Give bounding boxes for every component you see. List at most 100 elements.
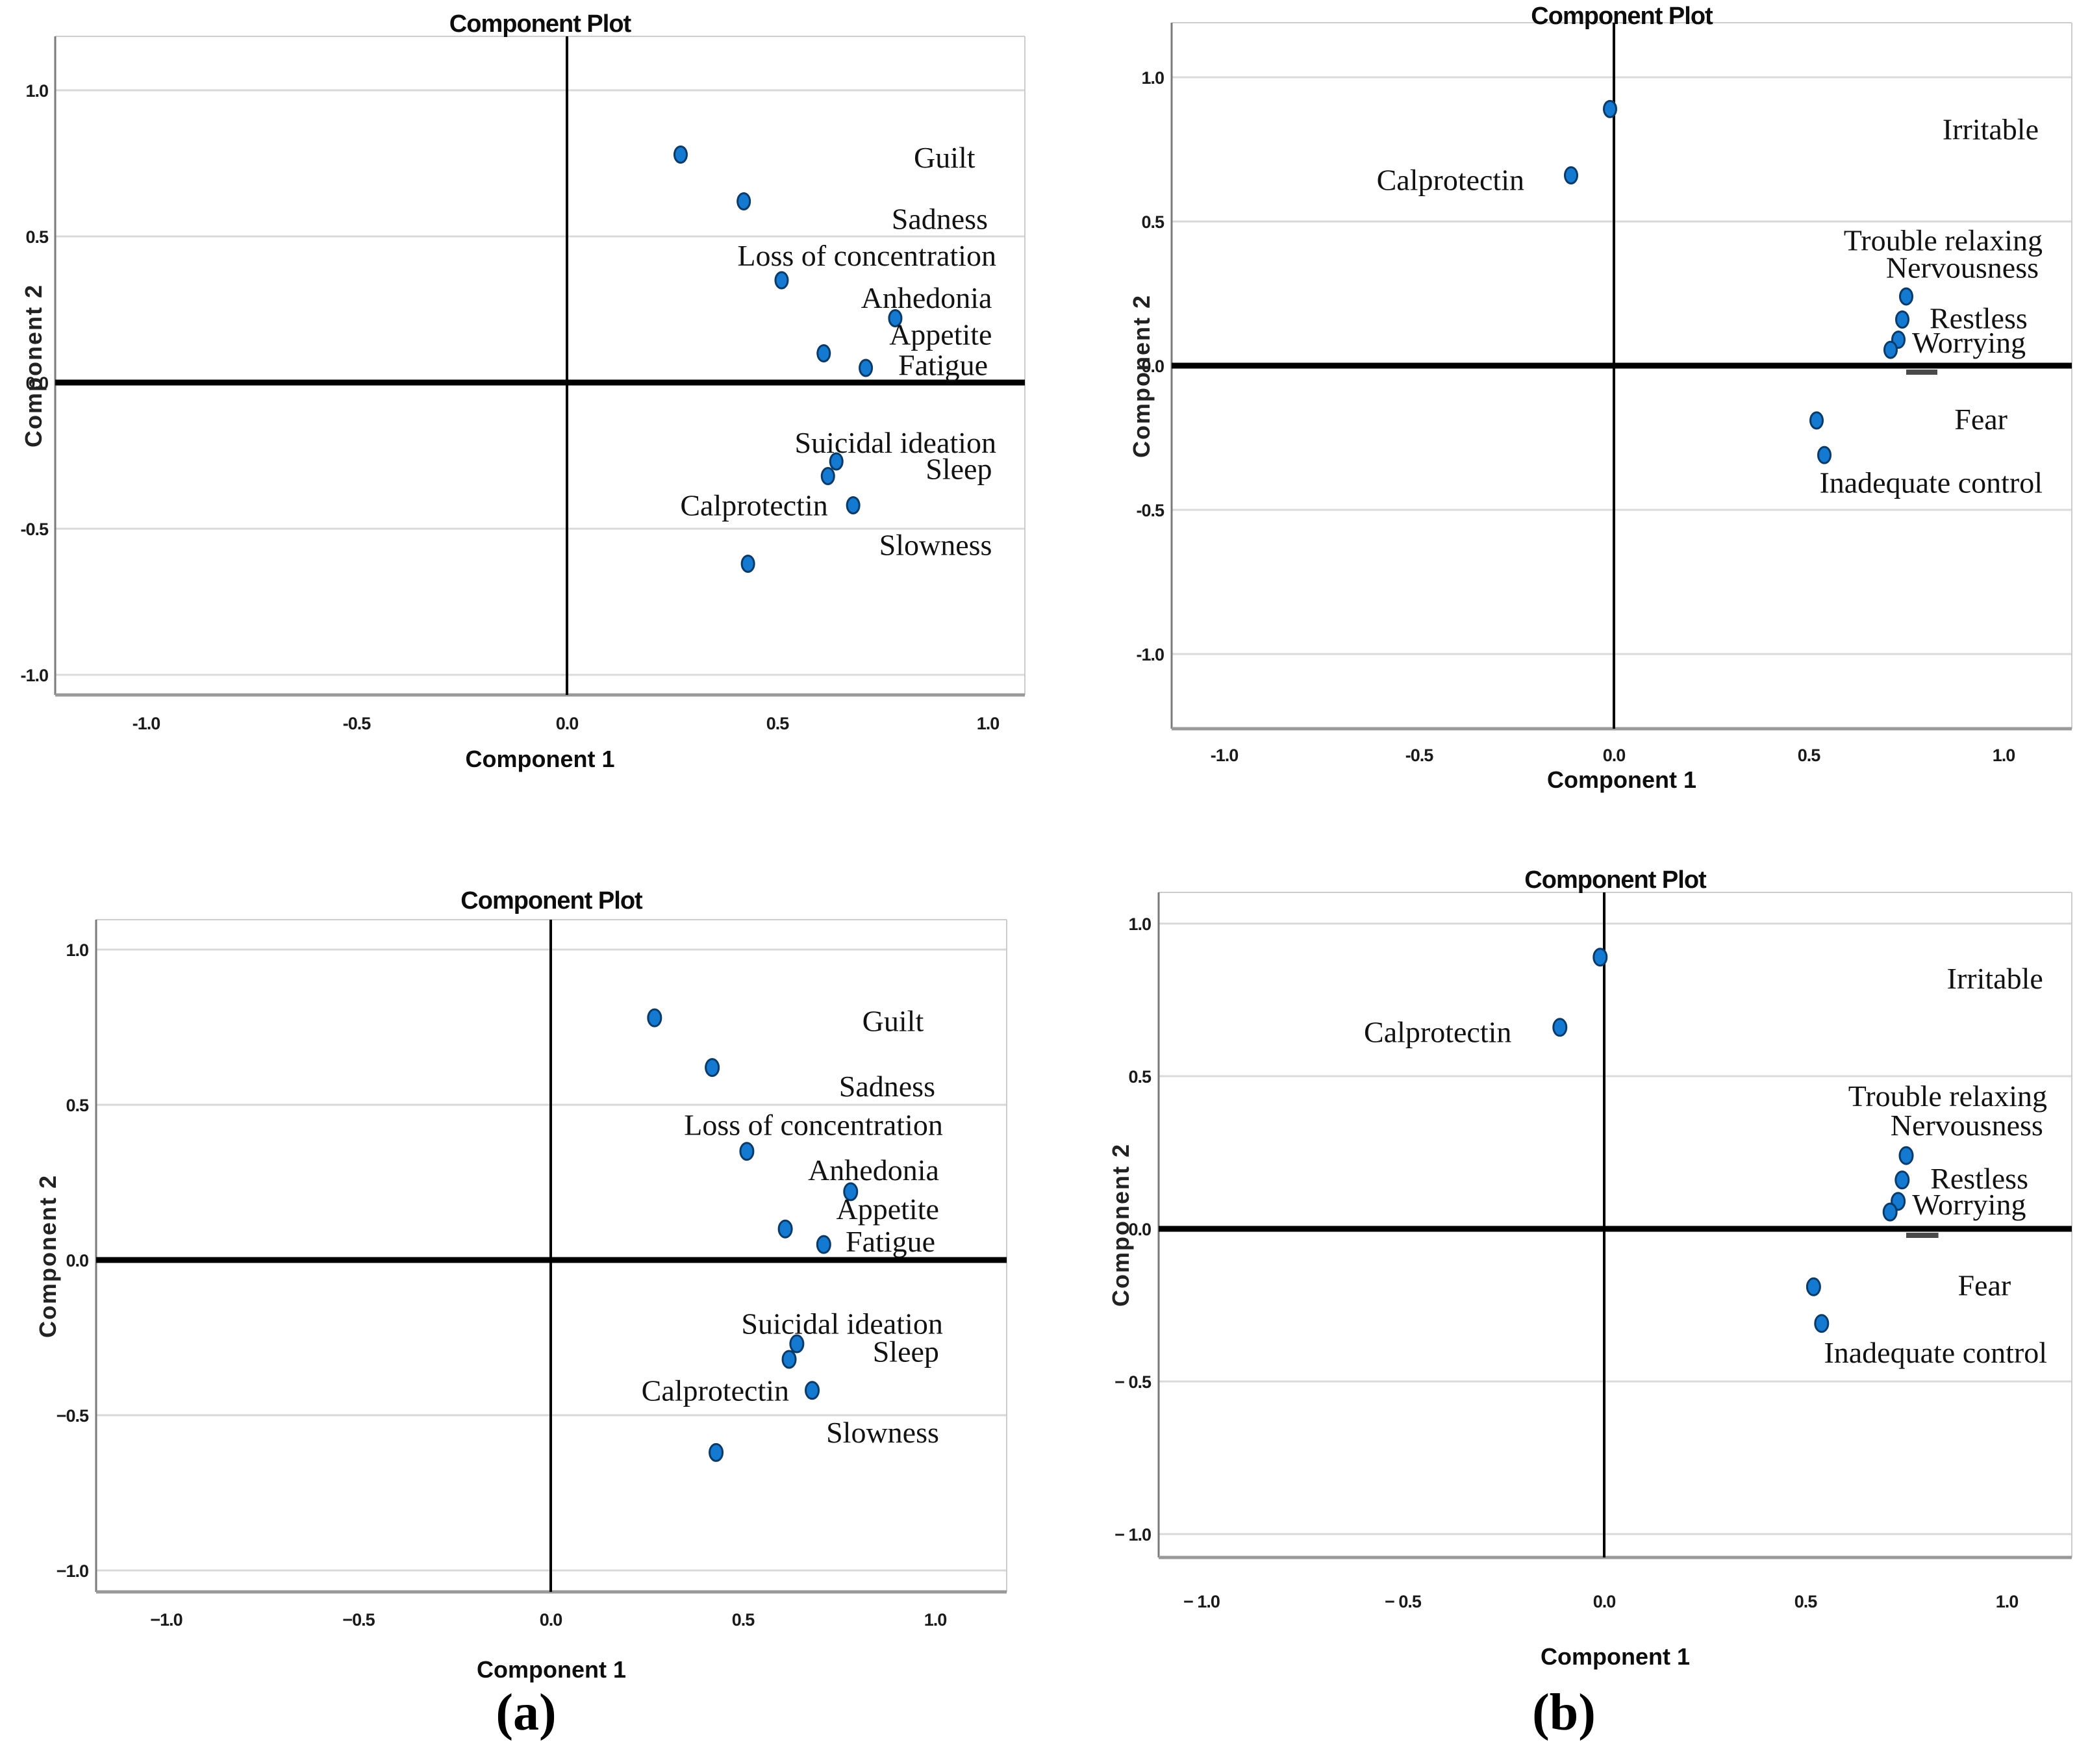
y-tick-label: −1.0 (57, 1561, 88, 1581)
panel-a-bottom: −1.0 −0.5 0.0 0.5 1.0 1.0 0.5 0.0 −0.5 −1.0 Guilt S… (13, 869, 1039, 1713)
y-axis-title-text: Component 2 (34, 1174, 61, 1338)
y-axis-title: Component 2 (1126, 23, 1157, 729)
point-label: Nervousness (1886, 251, 2039, 284)
y-tick-label: -1.0 (1136, 645, 1164, 664)
data-point (846, 496, 861, 514)
point-label: Suicidal ideation (795, 426, 996, 459)
point-label: Appetite (889, 318, 992, 351)
x-tick-label: 1.0 (1996, 1592, 2019, 1611)
x-tick-label: 0.0 (540, 1610, 562, 1630)
x-tick-label: 1.0 (1993, 746, 2015, 765)
data-point (829, 452, 844, 471)
x-tick-label: -1.0 (132, 714, 160, 733)
x-tick-label: 0.5 (732, 1610, 755, 1630)
x-tick-label: 0.5 (766, 714, 790, 733)
y-tick-label: -0.5 (1136, 501, 1164, 520)
x-axis-title: Component 1 (477, 1656, 626, 1683)
chart-title: Component Plot (449, 10, 631, 38)
data-point (1883, 340, 1898, 359)
x-tick-label: 0.0 (1603, 746, 1626, 765)
y-tick-label: 1.0 (1141, 68, 1164, 88)
data-point (1552, 1018, 1568, 1037)
data-point (1814, 1314, 1830, 1333)
point-label: Trouble relaxing (1848, 1079, 2047, 1113)
point-label: Nervousness (1891, 1109, 2043, 1142)
x-tick-label: −1.0 (150, 1610, 182, 1630)
y-tick-label: 0.0 (1141, 357, 1164, 376)
y-axis-title: Component 2 (1105, 892, 1137, 1557)
y-tick-label: 0.0 (66, 1251, 88, 1270)
panel-b-bottom: − 1.0 − 0.5 0.0 0.5 1.0 1.0 0.5 0.0 − 0.5 − 1.0 Ir… (1051, 838, 2077, 1702)
x-tick-label: -0.5 (343, 714, 371, 733)
clipped-label-artifact (1906, 1233, 1939, 1238)
y-tick-label: -0.5 (20, 520, 49, 539)
data-point (1817, 446, 1832, 464)
y-tick-label: 0.0 (25, 373, 48, 393)
data-point (740, 555, 755, 573)
scatter-plot-a-top: -1.0 -0.5 0.0 0.5 1.0 1.0 0.5 0.0 -0.5 -1.0 Guilt S… (20, 36, 1026, 733)
x-tick-label: − 1.0 (1183, 1592, 1220, 1611)
point-label: Inadequate control (1819, 466, 2043, 499)
y-axis-title-text: Component 2 (20, 284, 47, 447)
data-point (789, 1334, 805, 1354)
y-tick-label: 1.0 (1128, 914, 1151, 934)
panel-a-top: -1.0 -0.5 0.0 0.5 1.0 1.0 0.5 0.0 -0.5 -1.0 Guilt S… (13, 5, 1039, 837)
y-tick-label: −0.5 (57, 1406, 89, 1426)
data-point (777, 1219, 793, 1239)
x-axis-title: Component 1 (1541, 1643, 1690, 1670)
x-tick-label: -0.5 (1405, 746, 1434, 765)
y-tick-label: 1.0 (66, 940, 88, 960)
chart-title: Component Plot (1531, 3, 1713, 30)
data-point (859, 359, 874, 377)
x-tick-label: −0.5 (342, 1610, 375, 1630)
y-axis-title-text: Component 2 (1128, 294, 1155, 458)
point-label: Fatigue (846, 1225, 935, 1258)
x-tick-label: 0.5 (1794, 1592, 1818, 1611)
y-axis-title-text: Component 2 (1107, 1143, 1134, 1307)
data-point (781, 1350, 797, 1369)
y-tick-label: 0.5 (1128, 1067, 1152, 1087)
point-label: Loss of concentration (737, 239, 996, 272)
x-tick-label: 0.0 (1593, 1592, 1616, 1611)
point-label: Worrying (1912, 326, 2026, 359)
y-tick-label: -1.0 (20, 666, 48, 685)
point-label: Loss of concentration (684, 1109, 943, 1142)
scatter-plot-b-top: -1.0 -0.5 0.0 0.5 1.0 1.0 0.5 0.0 -0.5 -1.0 Irrita… (1136, 22, 2072, 765)
data-point (888, 309, 903, 327)
scatter-plot-a-bottom: −1.0 −0.5 0.0 0.5 1.0 1.0 0.5 0.0 −0.5 −1.0 Guilt S… (57, 919, 1007, 1630)
data-point (709, 1443, 724, 1462)
point-label: Anhedonia (861, 281, 992, 314)
data-point (843, 1182, 859, 1202)
data-point (1806, 1277, 1821, 1296)
data-point (1899, 287, 1913, 306)
subfigure-caption-a: (a) (496, 1684, 557, 1741)
data-point (820, 467, 835, 485)
x-tick-label: 1.0 (977, 714, 1000, 733)
point-label: Trouble relaxing (1844, 224, 2043, 257)
point-label: Restless (1930, 301, 2028, 334)
data-point (736, 192, 751, 210)
x-axis-title: Component 1 (1547, 766, 1696, 793)
y-axis-title: Component 2 (18, 36, 49, 695)
point-label: Suicidal ideation (741, 1307, 942, 1341)
point-label: Fear (1954, 403, 2008, 436)
y-tick-label: 0.5 (1141, 212, 1164, 232)
data-point (816, 344, 831, 362)
point-label: Irritable (1943, 113, 2039, 146)
y-tick-label: 0.5 (25, 227, 49, 247)
data-point (1603, 99, 1617, 118)
point-label: Fatigue (898, 349, 988, 382)
chart-title: Component Plot (1524, 866, 1706, 894)
point-label: Guilt (862, 1005, 924, 1038)
point-label: Anhedonia (808, 1153, 939, 1187)
x-tick-label: 0.0 (556, 714, 579, 733)
point-label: Calprotectin (1377, 163, 1524, 196)
point-label: Appetite (837, 1192, 939, 1226)
point-label: Sleep (873, 1335, 939, 1368)
x-tick-label: -1.0 (1211, 746, 1239, 765)
y-tick-label: 0.5 (66, 1096, 89, 1115)
y-tick-label: 1.0 (25, 81, 48, 101)
data-point (1898, 1146, 1914, 1165)
data-point (1564, 166, 1578, 184)
chart-title: Component Plot (460, 887, 642, 914)
